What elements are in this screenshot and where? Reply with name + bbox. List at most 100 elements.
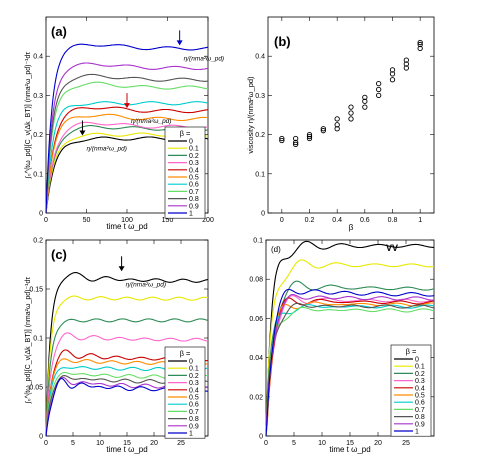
legend-entry: 0.3 xyxy=(189,160,199,167)
series-line-0.1 xyxy=(45,295,209,435)
y-tick-label: 0 xyxy=(39,211,43,218)
legend-entry: 0.7 xyxy=(189,189,199,196)
scatter-point xyxy=(348,104,354,110)
legend: β =00.10.20.30.40.50.60.70.80.91 xyxy=(164,126,206,219)
scatter-point xyxy=(389,67,396,73)
scatter-point xyxy=(362,98,368,104)
scatter-point xyxy=(293,135,299,142)
legend: β =00.10.20.30.40.50.60.70.80.91 xyxy=(164,346,206,439)
x-tick-label: 0 xyxy=(280,217,284,224)
y-tick-label: 0.2 xyxy=(255,132,265,139)
x-tick-label: 15 xyxy=(346,440,354,447)
legend-title: β = xyxy=(406,347,417,356)
x-tick-label: 20 xyxy=(374,440,382,447)
series-line-0.5 xyxy=(265,301,435,437)
annotation-arrowhead xyxy=(118,266,125,272)
legend-entry: 0.9 xyxy=(415,421,425,428)
y-axis-label: ∫₀^{tω_pd}[C_v(Δk_BT)] (nma²ω_pd)⁻¹dτ xyxy=(25,52,32,180)
series-line-1 xyxy=(45,43,209,214)
scatter-point xyxy=(417,41,423,48)
panel-tag: (a) xyxy=(51,24,67,39)
legend-entry: 0.5 xyxy=(415,393,425,400)
x-tick-label: 5 xyxy=(71,440,75,447)
x-tick-label: 0.8 xyxy=(388,217,398,224)
x-tick-label: 50 xyxy=(83,217,91,224)
scatter-point xyxy=(334,116,340,122)
legend-entry: 0.9 xyxy=(189,203,199,210)
legend-box xyxy=(164,346,206,439)
series-line-0.4 xyxy=(45,106,209,214)
scatter-point xyxy=(348,116,354,122)
scatter-point xyxy=(376,80,382,87)
legend-entry: 0.5 xyxy=(189,175,199,182)
legend-entry: 1 xyxy=(189,211,193,218)
legend-entry: 0.8 xyxy=(189,416,199,423)
y-tick-label: 0.04 xyxy=(249,355,263,362)
x-tick-label: 100 xyxy=(121,217,133,224)
y-tick-label: 0.4 xyxy=(255,54,265,61)
series-line-0.9 xyxy=(45,62,209,212)
y-tick-label: 0.06 xyxy=(249,316,263,323)
x-tick-label: 25 xyxy=(177,440,185,447)
legend-entry: 0.7 xyxy=(189,409,199,416)
scatter-point xyxy=(362,94,368,101)
scatter-point xyxy=(389,77,396,83)
y-tick-label: 0 xyxy=(39,434,43,441)
y-axis-label: viscosity η/(nma²ω_pd) xyxy=(246,76,255,154)
y-tick-label: 0.08 xyxy=(249,277,263,284)
scatter-point xyxy=(320,126,326,132)
y-tick-label: 0.3 xyxy=(255,93,265,100)
x-axis-label: time t ω_pd xyxy=(106,222,147,231)
legend-box xyxy=(390,344,432,437)
legend-entry: 0.8 xyxy=(415,414,425,421)
scatter-point xyxy=(376,86,382,93)
x-axis-label: β xyxy=(349,223,354,232)
scatter-point xyxy=(306,131,313,138)
x-tick-label: 150 xyxy=(162,217,174,224)
series-line-0 xyxy=(265,240,434,437)
scatter-point xyxy=(293,139,299,146)
x-tick-label: 10 xyxy=(96,440,104,447)
x-tick-label: 0 xyxy=(44,217,48,224)
series-line-1 xyxy=(265,288,435,437)
series-line-0.3 xyxy=(45,332,209,436)
x-tick-label: 0 xyxy=(44,440,48,447)
scatter-point xyxy=(306,135,313,142)
x-tick-label: 0.2 xyxy=(305,217,315,224)
legend-entry: 0.1 xyxy=(189,146,199,153)
scatter-point xyxy=(320,128,326,134)
annotation-arrowhead xyxy=(79,130,86,136)
y-tick-label: 0 xyxy=(261,211,265,218)
y-tick-label: 0.15 xyxy=(29,287,43,294)
legend-entry: 0 xyxy=(189,359,193,366)
legend-title: β = xyxy=(180,349,191,358)
y-tick-label: 0.4 xyxy=(33,54,43,61)
legend-title: β = xyxy=(180,129,191,138)
series-line-0.5 xyxy=(45,113,209,214)
y-tick-label: 0 xyxy=(259,434,263,441)
scatter-point xyxy=(403,65,409,71)
x-axis-label: time t ω_pd xyxy=(106,445,147,454)
legend-entry: 0.9 xyxy=(189,423,199,430)
series-line-0.1 xyxy=(265,259,435,426)
legend-entry: 0.1 xyxy=(189,366,199,373)
scatter-point xyxy=(389,71,396,77)
y-tick-label: 0.3 xyxy=(33,93,43,100)
y-tick-label: 0.1 xyxy=(253,238,263,245)
annotation-label: η/(nma²ω_pd) xyxy=(184,55,224,62)
x-tick-label: 0.4 xyxy=(332,217,342,224)
scatter-point xyxy=(362,104,368,110)
annotation-label: η/(nma²ω_pd) xyxy=(131,118,171,125)
y-tick-label: 0.05 xyxy=(29,385,43,392)
legend: β =00.10.20.30.40.50.60.70.80.91 xyxy=(390,344,432,437)
series-line-0.7 xyxy=(45,81,209,212)
y-tick-label: 0.1 xyxy=(33,171,43,178)
legend-entry: 0.4 xyxy=(189,167,199,174)
scatter-point xyxy=(376,92,382,99)
x-tick-label: 1 xyxy=(418,217,422,224)
x-axis-label: time t ω_pd xyxy=(329,445,370,454)
